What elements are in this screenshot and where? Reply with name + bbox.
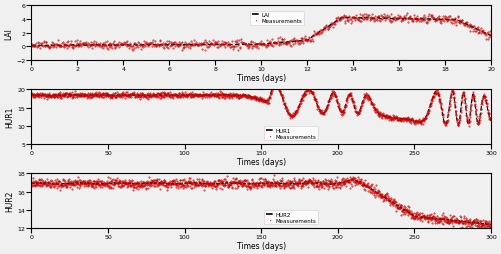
Y-axis label: HUR1: HUR1 <box>6 107 15 128</box>
X-axis label: Times (days): Times (days) <box>236 241 286 250</box>
X-axis label: Times (days): Times (days) <box>236 73 286 82</box>
Legend: HUR1, Measurements: HUR1, Measurements <box>264 126 318 141</box>
Legend: HUR2, Measurements: HUR2, Measurements <box>264 210 318 224</box>
Y-axis label: LAI: LAI <box>4 28 13 39</box>
Legend: LAI, Measurements: LAI, Measurements <box>250 12 304 26</box>
Y-axis label: HUR2: HUR2 <box>6 190 15 212</box>
X-axis label: Times (days): Times (days) <box>236 157 286 166</box>
